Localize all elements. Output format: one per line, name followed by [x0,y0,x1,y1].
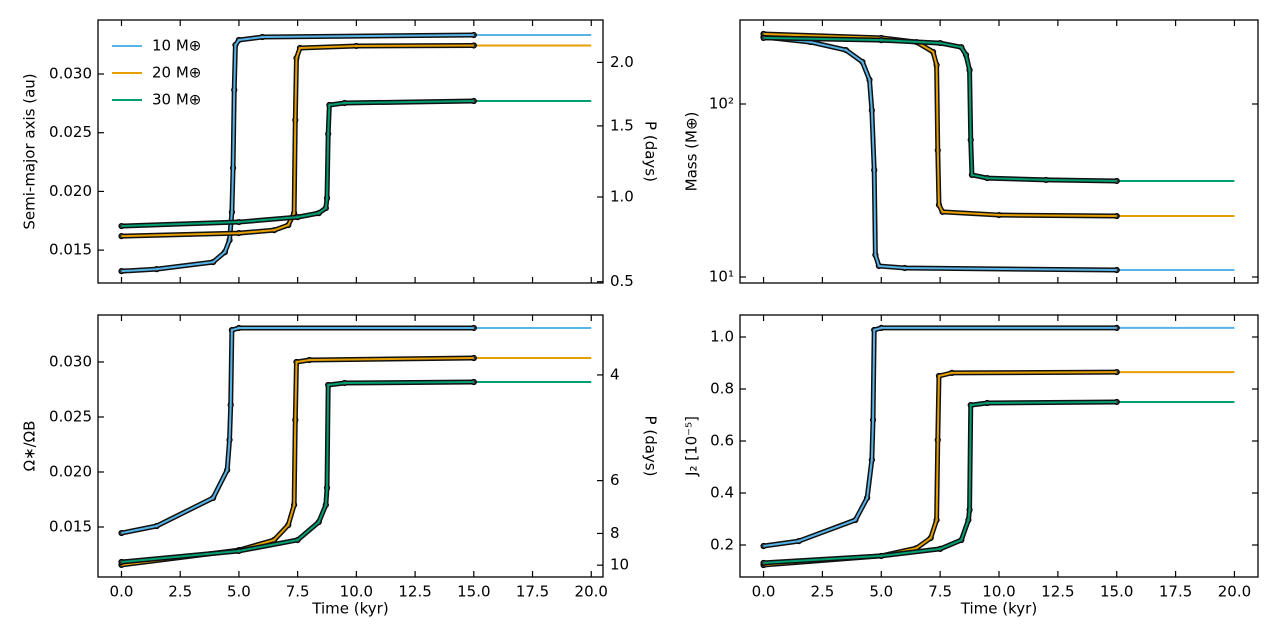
y-axis-label: Mass (M⊕) [683,112,701,192]
y-axis-label: Ω∗/ΩB [21,421,39,472]
series-line [763,36,1117,182]
x-tick-label: 12.5 [1041,583,1074,601]
legend-label: 30 M⊕ [152,91,201,109]
x-axis-label: Time (kyr) [311,600,388,618]
y-tick-label: 0.030 [49,65,92,83]
y-tick-label: 10² [709,94,734,112]
x-tick-label: 20.0 [575,583,608,601]
y2-tick-label: 4 [610,365,620,383]
y-tick-label: 0.025 [49,123,92,141]
series-line [121,44,474,238]
x-tick-label: 12.5 [398,583,431,601]
y-axis-label: Semi-major axis (au) [21,73,39,229]
y-tick-label: 1.0 [710,327,734,345]
x-axis-label: Time (kyr) [960,600,1037,618]
y2-tick-label: 8 [610,524,620,542]
panel: 0.0 2.5 5.0 7.5 10.0 12.5 15.0 17.5 20.0 0.2 0.4 0.… [683,314,1259,618]
y-tick-label: 0.015 [49,517,92,535]
y2-axis-label: P (days) [642,121,660,182]
legend-label: 20 M⊕ [152,64,201,82]
x-tick-label: 17.5 [516,583,549,601]
x-tick-label: 2.5 [810,583,834,601]
x-tick-label: 0.0 [752,583,776,601]
panel: 0.015 0.020 0.025 0.030 0.5 1.0 1.5 2.0 P (days)… [21,19,660,290]
x-tick-label: 10.0 [982,583,1015,601]
axes-frame [739,19,1259,284]
y-tick-label: 0.015 [49,241,92,259]
x-tick-label: 5.0 [227,583,251,601]
series-line [763,35,1117,272]
x-tick-label: 15.0 [457,583,490,601]
x-tick-label: 2.5 [168,583,192,601]
x-tick-label: 7.5 [286,583,310,601]
series-line [763,401,1117,564]
y2-tick-label: 6 [610,471,620,489]
panel: 10¹ 10² Mass (M⊕) [683,19,1259,285]
series-outline [763,31,1117,219]
axes-frame [97,314,604,578]
y-tick-label: 0.030 [49,352,92,370]
x-tick-label: 15.0 [1100,583,1133,601]
series-outline [121,355,474,568]
y-tick-label: 0.025 [49,407,92,425]
y-axis-label: J₂ [10⁻⁵] [683,416,701,477]
panel: 0.0 2.5 5.0 7.5 10.0 12.5 15.0 17.5 20.0 0.015 0.0… [21,314,660,618]
y2-axis-label: P (days) [642,416,660,477]
series-line [121,34,474,273]
y-tick-label: 0.8 [710,379,734,397]
y-tick-label: 0.6 [710,431,734,449]
y-tick-label: 0.2 [710,535,734,553]
y-tick-label: 0.020 [49,182,92,200]
y2-tick-label: 1.0 [610,187,634,205]
legend-label: 10 M⊕ [152,37,201,55]
series-line [763,326,1117,548]
series-line [121,100,474,228]
x-tick-label: 5.0 [869,583,893,601]
y2-tick-label: 0.5 [610,272,634,290]
y-tick-label: 0.4 [710,483,734,501]
y-tick-label: 0.020 [49,462,92,480]
y2-tick-label: 2.0 [610,53,634,71]
y-tick-label: 10¹ [709,267,734,285]
x-tick-label: 17.5 [1159,583,1192,601]
series-line [121,326,474,535]
y2-tick-label: 10 [610,556,629,574]
axes-frame [739,314,1259,578]
x-tick-label: 0.0 [110,583,134,601]
axes-frame [97,19,604,284]
y2-tick-label: 1.5 [610,116,634,134]
x-tick-label: 7.5 [928,583,952,601]
series-line [121,381,474,563]
x-tick-label: 20.0 [1218,583,1251,601]
x-tick-label: 10.0 [340,583,373,601]
